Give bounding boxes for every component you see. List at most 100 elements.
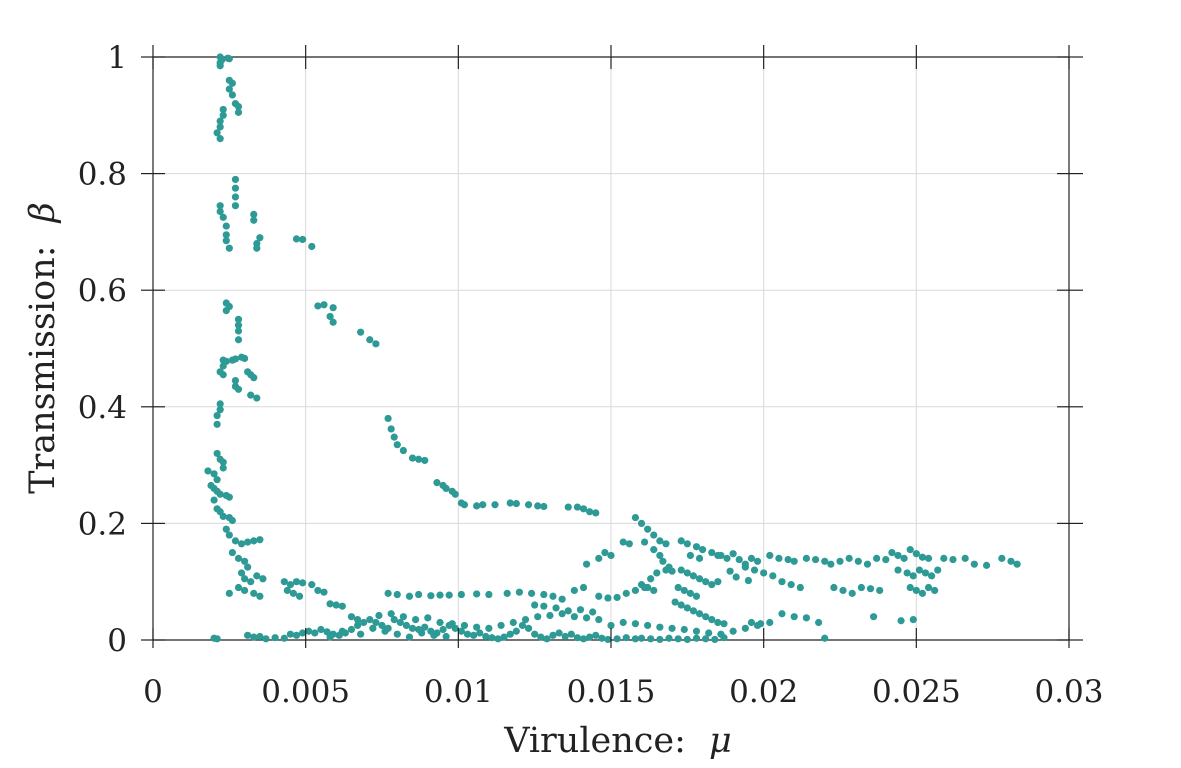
scatter-point — [934, 566, 942, 574]
scatter-point — [637, 519, 646, 528]
scatter-point — [280, 578, 288, 586]
scatter-point — [384, 414, 392, 423]
scatter-point — [677, 537, 685, 545]
scatter-point — [457, 590, 465, 599]
scatter-points — [204, 53, 1021, 644]
scatter-point — [760, 569, 768, 577]
scatter-point — [518, 621, 527, 630]
scatter-point — [766, 551, 774, 560]
scatter-point — [613, 635, 621, 643]
scatter-point — [216, 207, 224, 216]
scatter-point — [595, 592, 603, 600]
scatter-point — [442, 632, 450, 641]
scatter-point — [607, 621, 615, 630]
scatter-point — [888, 548, 896, 557]
scatter-point — [399, 446, 407, 455]
scatter-point — [390, 433, 398, 441]
scatter-point — [253, 394, 261, 402]
y-axis-label-text: Transmission: — [23, 246, 63, 494]
scatter-point — [747, 618, 756, 627]
scatter-point — [390, 615, 398, 624]
scatter-point — [460, 621, 469, 630]
scatter-point — [573, 634, 582, 642]
scatter-point — [961, 554, 969, 562]
scatter-point — [592, 509, 600, 517]
scatter-point — [326, 633, 334, 641]
scatter-point — [671, 598, 679, 606]
scatter-point — [448, 620, 456, 628]
scatter-point — [222, 222, 230, 230]
scatter-point — [219, 362, 227, 370]
scatter-point — [213, 476, 221, 484]
scatter-point — [225, 85, 233, 93]
scatter-point — [695, 575, 704, 583]
scatter-point — [686, 589, 694, 597]
y-tick-label-5: 1 — [107, 40, 127, 76]
scatter-point — [222, 307, 230, 315]
scatter-point — [234, 336, 243, 344]
scatter-point — [314, 302, 322, 310]
scatter-point — [601, 548, 609, 557]
scatter-point — [219, 458, 227, 466]
scatter-point — [775, 554, 783, 562]
scatter-point — [369, 624, 377, 632]
scatter-point — [897, 617, 905, 625]
scatter-point — [726, 567, 734, 575]
scatter-point — [708, 548, 716, 557]
scatter-point — [702, 613, 710, 621]
x-tick-label-1: 0.005 — [261, 674, 350, 710]
scatter-point — [720, 620, 728, 628]
x-axis-label: Virulence: μ — [503, 721, 732, 761]
scatter-point — [286, 581, 294, 589]
scatter-point — [512, 627, 520, 635]
scatter-point — [650, 586, 658, 595]
scatter-point — [540, 502, 548, 511]
scatter-point — [579, 583, 588, 592]
scatter-point — [613, 593, 621, 602]
scatter-point — [561, 632, 569, 641]
scatter-point — [848, 589, 856, 597]
scatter-point — [815, 618, 823, 627]
scatter-point — [228, 79, 236, 87]
scatter-point — [796, 583, 804, 592]
scatter-point — [909, 615, 917, 624]
scatter-point — [931, 586, 939, 595]
scatter-point — [271, 634, 279, 642]
scatter-point — [909, 572, 917, 580]
scatter-point — [640, 538, 649, 546]
scatter-point — [998, 554, 1006, 562]
scatter-point — [735, 555, 743, 564]
scatter-point — [558, 595, 566, 603]
scatter-point — [253, 244, 261, 252]
scatter-point — [402, 621, 411, 630]
scatter-point — [708, 615, 716, 624]
scatter-point — [586, 633, 594, 641]
scatter-point — [711, 635, 719, 644]
scatter-point — [906, 583, 914, 592]
scatter-point — [387, 425, 395, 433]
scatter-point — [531, 630, 539, 638]
scatter-point — [656, 537, 664, 545]
scatter-point — [387, 610, 395, 618]
scatter-point — [631, 513, 640, 522]
scatter-point — [876, 586, 884, 595]
scatter-point — [250, 216, 258, 224]
scatter-point — [802, 614, 811, 622]
scatter-point — [375, 611, 383, 620]
scatter-point — [595, 615, 603, 624]
scatter-point — [659, 557, 667, 565]
scatter-point — [234, 385, 243, 393]
scatter-point — [723, 554, 731, 562]
scatter-point — [405, 633, 414, 641]
scatter-point — [231, 184, 240, 192]
scatter-point — [396, 618, 404, 627]
scatter-point — [241, 586, 249, 595]
scatter-point — [250, 633, 258, 641]
scatter-point — [689, 607, 698, 615]
scatter-point — [247, 391, 255, 399]
scatter-point — [732, 573, 740, 581]
scatter-point — [219, 464, 227, 472]
scatter-point — [683, 635, 691, 644]
scatter-point — [668, 567, 676, 575]
scatter-point — [686, 551, 694, 560]
